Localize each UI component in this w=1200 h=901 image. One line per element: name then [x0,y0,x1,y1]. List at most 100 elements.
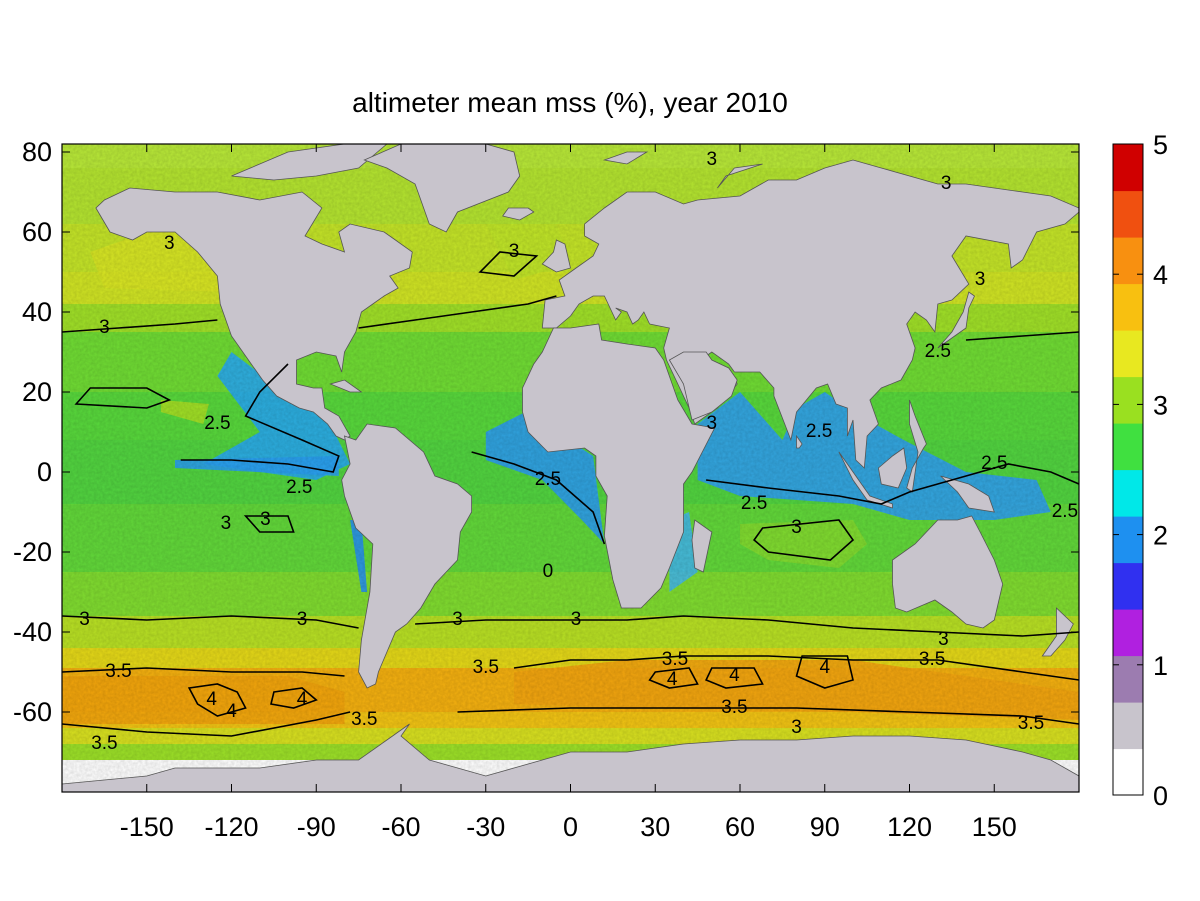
colorbar-tick-label: 0 [1153,781,1168,811]
contour-3-patch-2 [753,519,855,561]
contour-label: 3 [452,609,463,630]
contour-label: 3 [791,517,802,538]
land-south-america [341,423,472,689]
x-tick-label: 150 [972,812,1017,842]
contour-label: 3.5 [351,709,377,730]
contour-label: 3 [571,609,582,630]
colorbar-tick-label: 5 [1153,130,1168,160]
contour-lines [62,251,1079,737]
land-australia [892,515,1004,629]
x-tick-label: 90 [810,812,840,842]
contour-label: 4 [226,701,237,722]
contour-2.5-indian [705,463,1079,505]
contour-3-patch-1 [74,387,172,409]
y-tick-label: 80 [22,137,52,167]
colorbar-frame [1112,143,1144,796]
contour-label: 2.5 [741,493,767,514]
land-novaya-zemlya [717,163,763,189]
land-cuba [329,379,363,393]
contour-label: 3 [99,317,110,338]
contour-label: 3 [297,609,308,630]
colorbar-segment [1113,330,1143,378]
contour-3-south-atlantic [415,615,1079,637]
land-sulawesi-philippines [906,399,927,493]
y-tick-label: 40 [22,297,52,327]
contour-3.5-south-indian [457,707,1079,725]
contour-label: 3 [509,241,520,262]
contour-label: 2.5 [286,477,312,498]
colorbar-segment [1113,423,1143,471]
x-tick-label: 60 [725,812,755,842]
contour-label: 3.5 [105,661,131,682]
colorbar-tick-label: 1 [1153,651,1168,681]
land-africa [522,323,716,609]
colorbar-segment [1113,283,1143,331]
x-tick-label: -90 [297,812,336,842]
colorbar-segment [1113,516,1143,564]
contour-label: 0 [543,561,554,582]
y-tick-label: 20 [22,377,52,407]
contour-3.5-north-indian [513,655,1079,681]
x-tick-label: 120 [887,812,932,842]
colorbar-segment [1113,376,1143,424]
contour-label: 4 [297,689,308,710]
land-new-guinea [940,475,995,513]
contour-3.5-south [62,711,351,737]
contour-label: 3.5 [473,657,499,678]
colorbar-segment [1113,190,1143,238]
contour-label: 3 [707,149,718,170]
land-masses [62,144,1079,792]
contour-label: 2.5 [981,453,1007,474]
colorbar-segment [1113,562,1143,610]
colorbar-segment [1113,237,1143,285]
contour-label: 3.5 [91,733,117,754]
contour-label: 3.5 [1018,713,1044,734]
contour-label: 3 [938,629,949,650]
land-iceland [502,207,535,221]
contour-3-patch-4 [478,251,539,277]
contour-3-north-pacific [62,319,218,333]
contour-4-patch-5 [795,655,854,689]
colorbar-tick-label: 3 [1153,390,1168,420]
land-uk-ireland [541,239,571,273]
contour-3.5-north [62,667,345,677]
contour-label: 2.5 [806,421,832,442]
contour-label: 3.5 [919,649,945,670]
land-madagascar [691,519,713,573]
x-tick-label: -120 [204,812,258,842]
contour-3-patch-3 [243,515,295,533]
y-tick-label: 0 [37,457,52,487]
colorbar-segment [1113,469,1143,517]
y-tick-label: -40 [13,617,52,647]
land-sumatra-java [838,451,893,509]
land-north-america [95,187,413,441]
colorbar-segment [1113,748,1143,796]
contour-4-patch-1 [187,683,247,717]
contour-3-north-atlantic [358,295,557,329]
contour-3-south-pacific [62,615,359,629]
contour-label: 3.5 [662,649,688,670]
x-axis: -150 -120 -90 -60 -30 0 30 60 90 120 150 [120,144,1017,842]
contour-label: 3 [79,609,90,630]
contour-2.5-pacific [180,363,340,473]
colorbar-segment [1113,702,1143,750]
colorbar-tick-label: 4 [1153,260,1168,290]
contour-label: 2.5 [204,413,230,434]
contour-label: 3 [221,513,232,534]
colorbar: 0 1 2 3 4 5 [1112,130,1168,811]
contour-label: 2.5 [1052,501,1078,522]
x-tick-label: 30 [640,812,670,842]
land-arabia [668,351,738,421]
land-sri-lanka [796,434,803,449]
contour-label: 4 [206,689,217,710]
x-tick-label: -30 [466,812,505,842]
land-greenland [363,144,521,233]
contour-3-north-pacific-west [965,331,1079,341]
x-tick-label: -150 [120,812,174,842]
contour-label: 2.5 [535,469,561,490]
x-tick-label: 0 [563,812,578,842]
